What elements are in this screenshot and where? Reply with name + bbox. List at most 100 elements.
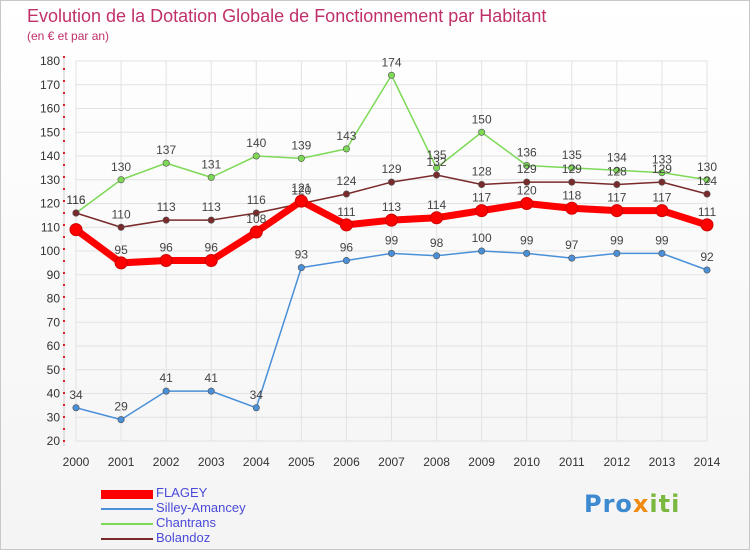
data-label: 96 (340, 241, 354, 255)
y-tick-label: 110 (41, 220, 60, 234)
data-point (294, 194, 308, 208)
data-label: 99 (655, 233, 669, 247)
x-tick-label: 2011 (559, 455, 585, 469)
data-point (342, 256, 350, 264)
data-point (433, 171, 441, 179)
data-point (297, 154, 305, 162)
x-tick-label: 2001 (108, 455, 135, 469)
x-tick-label: 2012 (604, 455, 631, 469)
data-label: 130 (697, 160, 717, 174)
data-label: 137 (156, 143, 176, 157)
data-label: 97 (565, 238, 579, 252)
data-point (339, 218, 353, 232)
y-tick-label: 20 (47, 434, 61, 448)
data-label: 143 (336, 129, 356, 143)
data-point (207, 173, 215, 181)
data-point (159, 254, 173, 267)
grid (75, 60, 708, 442)
x-tick-label: 2006 (333, 455, 360, 469)
y-tick-label: 90 (47, 268, 61, 282)
data-point (433, 164, 441, 172)
data-point (385, 213, 398, 227)
data-point (207, 216, 215, 224)
x-tick-label: 2007 (378, 455, 405, 469)
data-point (342, 145, 350, 153)
data-label: 130 (111, 160, 131, 174)
chart-subtitle: (en € et par an) (27, 29, 110, 43)
data-point (523, 162, 531, 170)
data-point (658, 178, 666, 186)
y-tick-label: 160 (40, 102, 60, 116)
data-label: 129 (381, 162, 401, 176)
legend-item-flagey: FLAGEY (101, 485, 361, 501)
data-labels: 95 96 96 108 121 111 113 114 117 120 118 117 117 111 3… (66, 55, 717, 413)
y-tick-label: 60 (47, 339, 61, 353)
legend-item-silley-amancey: Silley-Amancey (101, 500, 361, 516)
data-point (162, 216, 170, 224)
data-point (252, 152, 260, 160)
legend-label-silley-amancey: Silley-Amancey (156, 500, 246, 515)
data-point (568, 164, 576, 172)
data-label: 174 (381, 55, 401, 69)
data-label: 120 (517, 184, 537, 198)
data-label: 124 (336, 174, 356, 188)
y-tick-label: 30 (47, 410, 61, 424)
data-label: 110 (112, 207, 131, 221)
data-point (613, 166, 621, 174)
data-label: 96 (159, 241, 173, 255)
data-point (114, 256, 128, 270)
data-label: 116 (66, 193, 85, 207)
data-point (117, 416, 125, 424)
data-label: 132 (427, 155, 447, 169)
legend-swatch-silley-amancey (101, 508, 153, 510)
legend-swatch-bolandoz (101, 538, 153, 540)
chart-title: Evolution de la Dotation Globale de Fonc… (27, 6, 547, 26)
legend-label-chantrans: Chantrans (156, 515, 216, 530)
data-point (658, 169, 666, 177)
x-tick-label: 2004 (243, 455, 270, 469)
x-tick-label: 2009 (468, 455, 495, 469)
y-tick-label: 130 (40, 173, 60, 187)
data-label: 135 (427, 148, 447, 162)
y-tick-label: 80 (47, 292, 61, 306)
data-point (613, 181, 621, 189)
data-point (568, 178, 576, 186)
y-tick-label: 40 (47, 387, 61, 401)
y-tick-label: 180 (40, 54, 60, 68)
data-point (252, 209, 260, 217)
data-point (523, 178, 531, 186)
data-point (565, 201, 579, 215)
data-label: 129 (652, 162, 672, 176)
data-point (387, 71, 395, 79)
data-label: 111 (698, 205, 717, 219)
data-point (700, 218, 714, 232)
data-point (69, 223, 83, 237)
data-point (117, 223, 125, 231)
data-label: 117 (607, 191, 626, 205)
y-tick-label: 100 (40, 244, 60, 258)
data-label: 117 (472, 191, 491, 205)
data-label: 139 (291, 138, 311, 152)
data-label: 41 (205, 371, 219, 385)
legend-item-chantrans: Chantrans (101, 515, 361, 531)
x-tick-label: 2013 (649, 455, 676, 469)
data-label: 129 (562, 162, 582, 176)
data-label: 34 (69, 388, 83, 402)
data-label: 92 (700, 250, 714, 264)
series-group (69, 71, 714, 424)
data-label: 118 (562, 188, 581, 202)
data-label: 111 (337, 205, 356, 219)
data-label: 135 (562, 148, 582, 162)
y-tick-label: 70 (47, 315, 61, 329)
data-label: 136 (517, 146, 537, 160)
data-label: 150 (472, 112, 492, 126)
x-tick-label: 2005 (288, 455, 315, 469)
data-label: 113 (382, 200, 401, 214)
data-point (703, 176, 711, 184)
data-label: 120 (291, 184, 311, 198)
legend-item-bolandoz: Bolandoz (101, 530, 361, 546)
data-point (433, 252, 441, 260)
data-point (162, 159, 170, 167)
data-point (117, 176, 125, 184)
data-label: 116 (247, 193, 266, 207)
